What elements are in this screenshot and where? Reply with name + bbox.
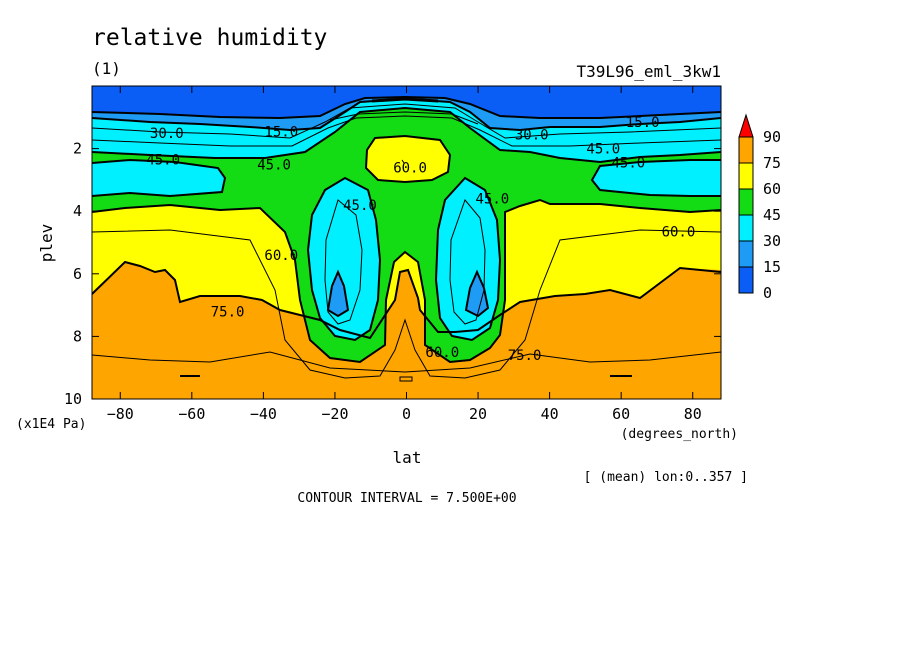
y-axis-label: plev: [37, 224, 56, 263]
x-axis: −80 −60 −40 −20 0 20 40 60 80: [107, 86, 702, 423]
contour-line: [434, 176, 502, 342]
y-tick-label: 10: [64, 390, 82, 408]
x-tick-label: −40: [250, 405, 277, 423]
contour-line: [401, 159, 405, 164]
contour-line: [92, 229, 721, 379]
colorbar-label: 15: [763, 258, 781, 276]
colorbar-label: 90: [763, 128, 781, 146]
fill-15-30-left-spot: [328, 272, 348, 316]
colorbar: 0 15 30 45 60 75 90: [738, 113, 781, 302]
fill-30-45-left-lobe: [308, 178, 380, 340]
contour-label: 15.0: [264, 124, 298, 140]
contour-lines: [92, 95, 721, 382]
contour-label: 75.0: [508, 348, 542, 364]
contour-line: [324, 199, 363, 325]
x-tick-label: −60: [178, 405, 205, 423]
fill-30-45-left-patch: [92, 160, 225, 196]
contour-line: [92, 103, 721, 139]
colorbar-label: 45: [763, 206, 781, 224]
contour-line: [92, 106, 721, 164]
fill-0-15: [92, 86, 721, 118]
contour-line: [306, 176, 382, 342]
x-tick-label: 80: [684, 405, 702, 423]
contour-line: [92, 351, 721, 373]
contour-line: [364, 134, 452, 184]
contour-line: [92, 115, 721, 147]
colorbar-swatch: [738, 214, 754, 242]
contour-interval-label: CONTOUR INTERVAL = 7.500E+00: [297, 491, 516, 506]
fill-15-30-right-spot: [466, 272, 488, 316]
fill-60-75-core: [366, 136, 450, 182]
colorbar-label: 75: [763, 154, 781, 172]
colorbar-label: 0: [763, 284, 772, 302]
y-axis: 2 4 6 8 10: [64, 140, 721, 408]
contour-label: 60.0: [393, 160, 427, 176]
x-tick-label: 0: [402, 405, 411, 423]
averaging-note: [ (mean) lon:0..357 ]: [584, 470, 748, 485]
contour-label: 45.0: [146, 153, 180, 169]
colorbar-swatch: [738, 266, 754, 294]
y-tick-label: 8: [73, 327, 82, 345]
contour-label: 60.0: [662, 225, 696, 241]
contour-fill-area: 30.0 15.045.0 45.0 60.045.0 45.060.075.060.0…: [92, 86, 721, 399]
contour-label: 60.0: [425, 345, 459, 361]
x-tick-label: −20: [321, 405, 348, 423]
colorbar-swatch: [738, 240, 754, 268]
colorbar-label: 30: [763, 232, 781, 250]
colorbar-swatch: [738, 188, 754, 216]
contour-label: 45.0: [257, 157, 291, 173]
y-tick-label: 2: [73, 140, 82, 158]
contour-line: [329, 111, 479, 125]
contour-label: 45.0: [343, 198, 377, 214]
contour-label: 75.0: [211, 304, 245, 320]
x-axis-label: lat: [393, 448, 422, 467]
contour-label: 30.0: [515, 128, 549, 144]
colorbar-swatch: [738, 136, 754, 164]
contour-line: [590, 159, 721, 197]
contour-line: [92, 95, 721, 120]
contour-line: [449, 199, 486, 325]
contour-line: [464, 269, 490, 318]
colorbar-label: 60: [763, 180, 781, 198]
x-tick-label: 60: [612, 405, 630, 423]
x-axis-units: (degrees_north): [621, 427, 738, 442]
contour-label: 45.0: [476, 192, 510, 208]
colorbar-swatch: [738, 162, 754, 190]
contour-labels: 30.0 15.045.0 45.0 60.045.0 45.060.075.060.0…: [146, 115, 695, 364]
colorbar-extend-arrow: [738, 113, 754, 138]
contour-label: 60.0: [264, 248, 298, 264]
chart-title: relative humidity: [92, 25, 327, 51]
y-axis-units: (x1E4 Pa): [16, 417, 86, 432]
y-tick-label: 4: [73, 202, 82, 220]
contour-label: 45.0: [586, 142, 620, 158]
contour-line: [371, 97, 439, 103]
chart-subtitle-right: T39L96_eml_3kw1: [577, 62, 722, 81]
x-tick-label: −80: [107, 405, 134, 423]
chart-subtitle-left: (1): [92, 59, 121, 78]
x-tick-label: 40: [541, 405, 559, 423]
y-tick-label: 6: [73, 265, 82, 283]
x-tick-label: 20: [469, 405, 487, 423]
contour-label: 45.0: [611, 156, 645, 172]
contour-label: 30.0: [150, 126, 184, 142]
contour-line: [92, 260, 721, 340]
contour-line: [92, 158, 227, 198]
contour-label: 15.0: [626, 115, 660, 131]
contour-line: [92, 198, 721, 364]
contour-line: [326, 269, 350, 318]
fill-30-45-right-patch: [592, 160, 721, 196]
contour-line: [399, 376, 413, 382]
